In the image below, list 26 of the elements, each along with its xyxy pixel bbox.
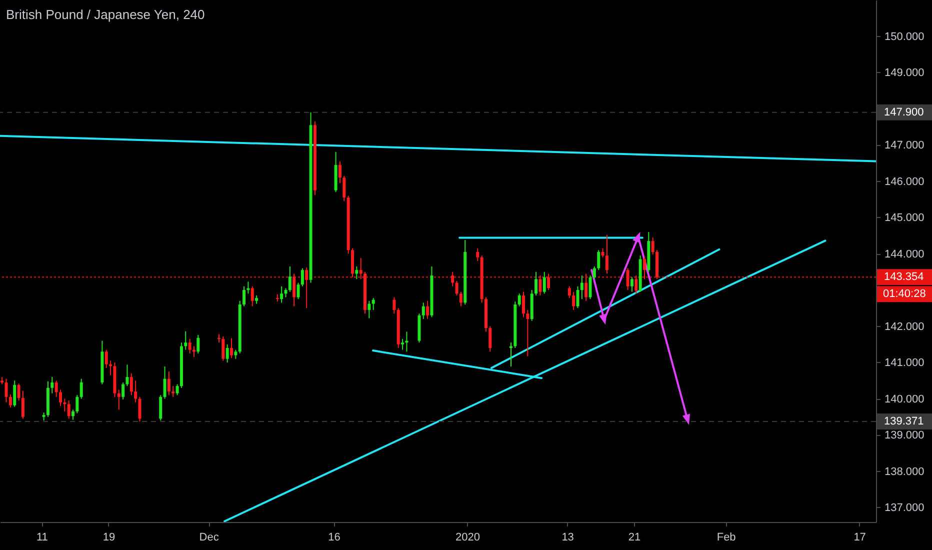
- y-tick-label: 146.000: [884, 176, 924, 188]
- y-tick-label: 138.000: [884, 466, 924, 478]
- x-tick-label: 2020: [455, 532, 480, 544]
- x-tick-label: 21: [628, 532, 641, 544]
- y-tick-label: 147.000: [884, 140, 924, 152]
- text: 01:40:28: [883, 288, 926, 300]
- ref-line-label: 147.900: [884, 106, 924, 118]
- y-tick-label: 144.000: [884, 248, 924, 260]
- y-tick-label: 142.000: [884, 320, 924, 333]
- x-tick-label: 16: [328, 532, 340, 544]
- y-tick-label: 150.000: [884, 30, 924, 43]
- y-tick-label: 137.000: [884, 502, 924, 514]
- x-tick-label: 19: [102, 532, 116, 544]
- text: British Pound / Japanese Yen, 240: [6, 7, 205, 22]
- y-tick-label: 141.000: [884, 357, 924, 369]
- ref-line-label: 143.354: [884, 271, 924, 284]
- x-tick-label: 13: [562, 532, 574, 544]
- x-tick-label: Feb: [716, 532, 736, 544]
- y-tick-label: 140.000: [884, 393, 924, 406]
- y-tick-label: 145.000: [884, 212, 924, 224]
- x-tick-label: 17: [854, 532, 866, 544]
- x-tick-label: 11: [36, 532, 48, 544]
- y-tick-label: 149.000: [884, 67, 924, 79]
- y-tick-label: 139.000: [884, 430, 924, 442]
- ref-line-label: 139.371: [884, 416, 924, 428]
- x-tick-label: Dec: [199, 532, 220, 544]
